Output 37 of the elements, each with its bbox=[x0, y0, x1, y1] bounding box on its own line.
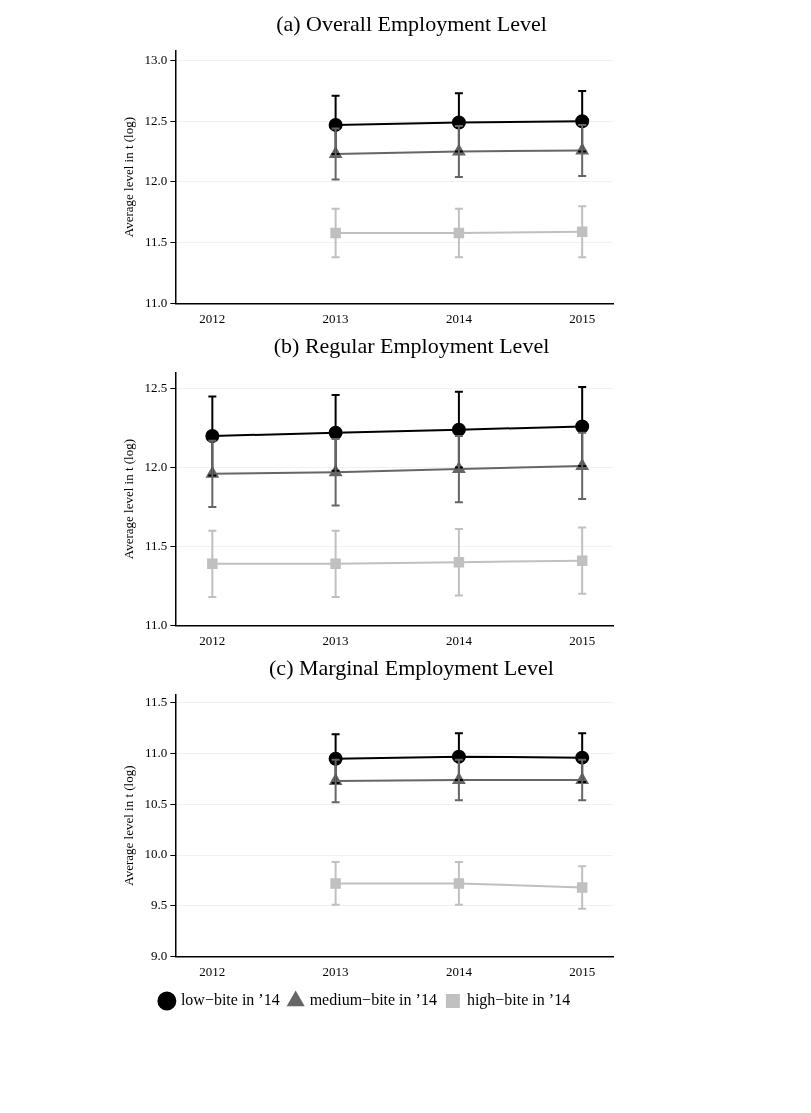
y-tick-label: 12.5 bbox=[144, 380, 168, 396]
y-tick-label: 10.5 bbox=[144, 795, 168, 811]
y-tick-label: 11.5 bbox=[145, 537, 168, 553]
y-tick-label: 12.5 bbox=[144, 112, 168, 128]
chart-title: (b) Regular Employment Level bbox=[272, 332, 551, 360]
y-tick-label: 11.5 bbox=[145, 694, 168, 710]
y-tick-label: 9.0 bbox=[151, 947, 168, 963]
y-tick-label: 12.0 bbox=[144, 173, 168, 189]
y-tick-label: 11.0 bbox=[145, 294, 168, 310]
legend-label: high−bite in ’14 bbox=[466, 991, 571, 1010]
x-tick-label: 2013 bbox=[322, 632, 349, 648]
legend-label: medium−bite in ’14 bbox=[309, 991, 437, 1009]
y-tick-label: 10.0 bbox=[144, 846, 168, 862]
y-axis-title: Average level in t (log) bbox=[121, 438, 137, 560]
x-tick-label: 2015 bbox=[569, 632, 596, 648]
x-tick-label: 2014 bbox=[445, 310, 473, 326]
x-tick-label: 2012 bbox=[199, 963, 226, 979]
point bbox=[330, 878, 341, 889]
chart-title: (c) Marginal Employment Level bbox=[268, 654, 555, 682]
y-tick-label: 11.5 bbox=[145, 234, 168, 250]
chart-title: (a) Overall Employment Level bbox=[275, 10, 548, 38]
x-tick-label: 2012 bbox=[199, 310, 226, 326]
y-tick-label: 12.0 bbox=[144, 458, 168, 474]
y-tick-label: 9.5 bbox=[151, 897, 168, 913]
y-axis-title: Average level in t (log) bbox=[121, 765, 137, 886]
x-tick-label: 2013 bbox=[322, 963, 349, 979]
x-tick-label: 2014 bbox=[445, 632, 473, 648]
y-tick-label: 13.0 bbox=[144, 51, 168, 67]
x-tick-label: 2015 bbox=[569, 963, 596, 979]
x-tick-label: 2014 bbox=[445, 963, 473, 979]
y-tick-label: 11.0 bbox=[145, 745, 168, 761]
x-tick-label: 2015 bbox=[569, 310, 596, 326]
y-axis-title: Average level in t (log) bbox=[121, 116, 137, 238]
x-tick-label: 2013 bbox=[322, 310, 349, 326]
y-tick-label: 11.0 bbox=[145, 616, 168, 632]
legend-label: low−bite in ’14 bbox=[180, 991, 280, 1009]
x-tick-label: 2012 bbox=[199, 632, 226, 648]
